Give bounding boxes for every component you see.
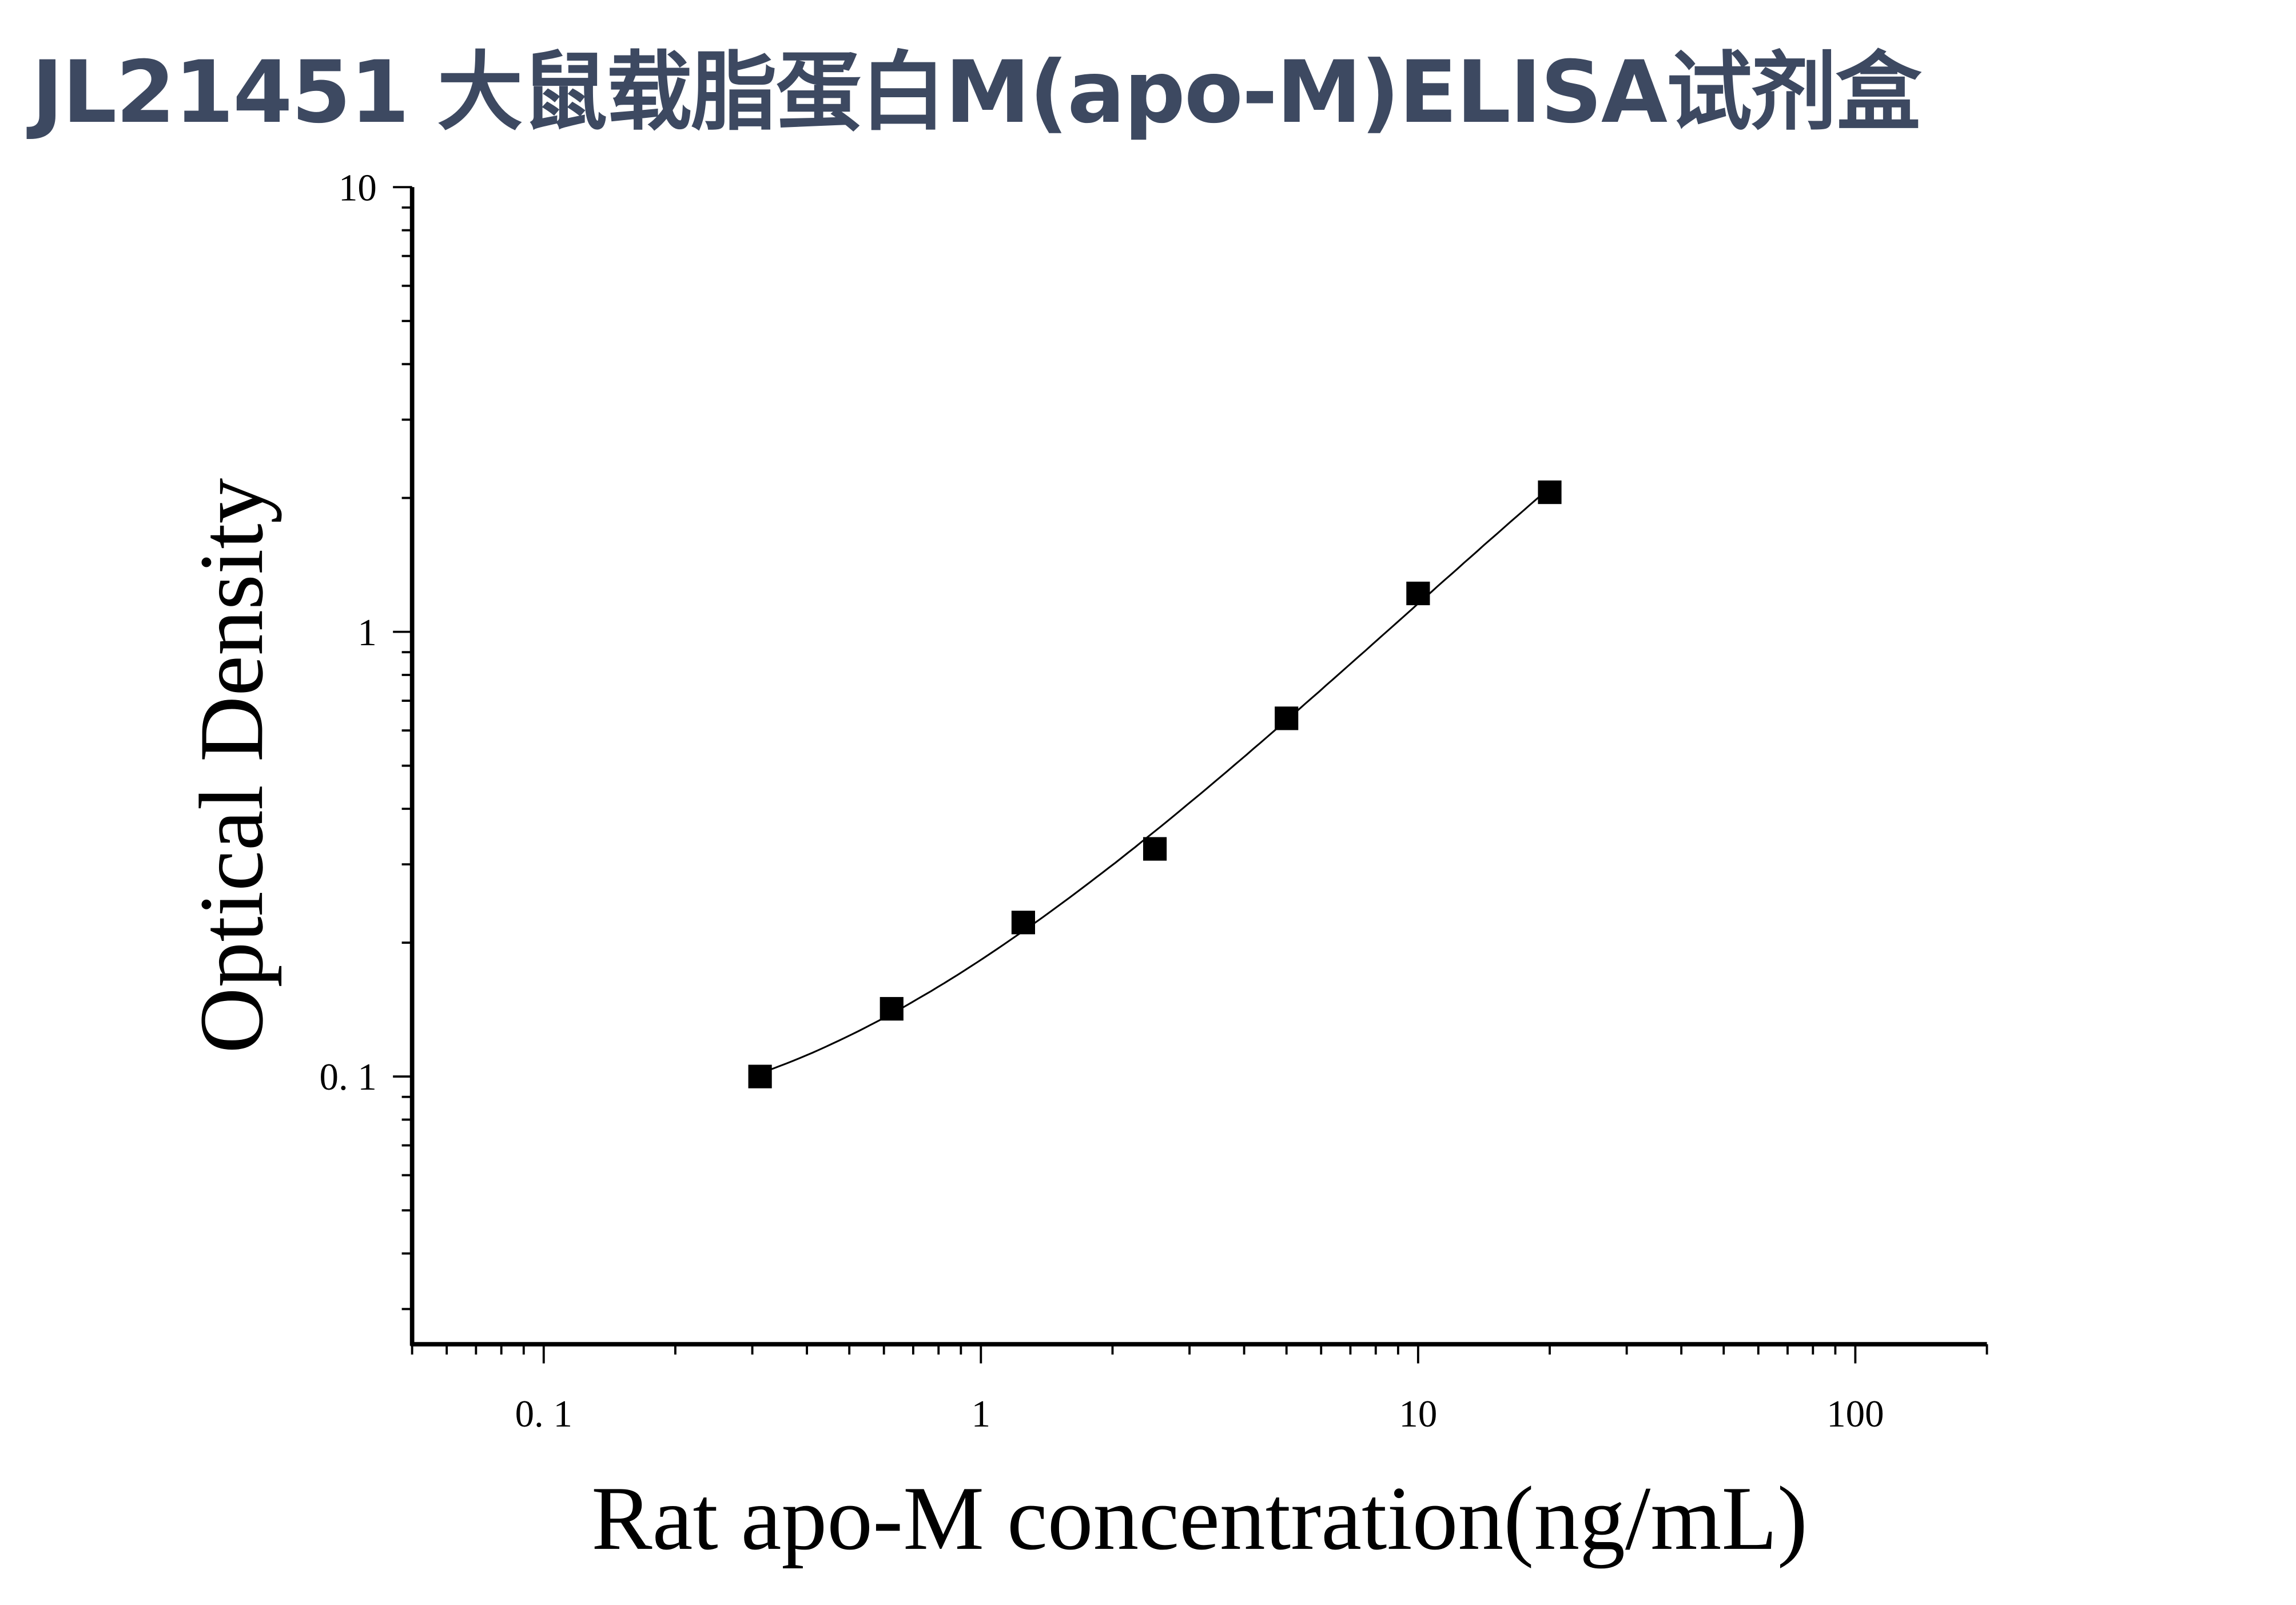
chart-title: JL21451 大鼠载脂蛋白M(apo-M)ELISA试剂盒 <box>31 43 1921 142</box>
x-axis-title: Rat apo-M concentration(ng/mL) <box>591 1468 1808 1569</box>
y-tick-label: 10 <box>339 166 377 209</box>
fit-curve <box>759 487 1550 1074</box>
x-tick-label: 100 <box>1827 1393 1884 1435</box>
data-point <box>1538 480 1562 504</box>
y-tick-label: 0. 1 <box>320 1056 377 1098</box>
data-points <box>748 480 1562 1088</box>
x-tick-label: 10 <box>1399 1393 1437 1435</box>
data-point <box>1143 837 1167 861</box>
y-axis-title: Optical Density <box>181 478 282 1053</box>
axes <box>409 187 1987 1346</box>
data-point <box>1275 706 1299 730</box>
data-point <box>1406 581 1430 606</box>
data-point <box>880 997 904 1021</box>
data-point <box>748 1064 772 1088</box>
ticks: 0. 1 1 10 100 0. 1 1 10 <box>320 166 1988 1435</box>
data-point <box>1011 911 1035 935</box>
x-tick-label: 1 <box>972 1393 990 1435</box>
y-tick-label: 1 <box>357 611 376 654</box>
x-tick-label: 0. 1 <box>515 1393 572 1435</box>
